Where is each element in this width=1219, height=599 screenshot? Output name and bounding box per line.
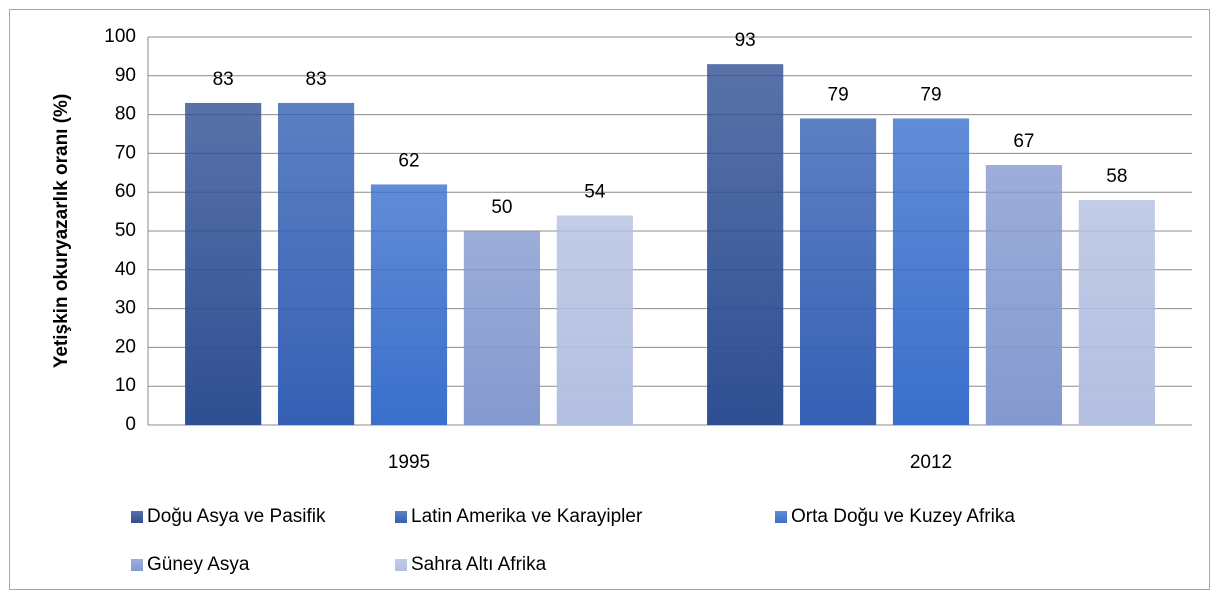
data-label: 83 — [306, 69, 327, 90]
y-tick-label: 70 — [115, 142, 136, 163]
data-label: 54 — [584, 181, 606, 202]
bar — [370, 184, 448, 425]
legend-label: Güney Asya — [147, 554, 250, 575]
legend-label: Doğu Asya ve Pasifik — [147, 506, 326, 527]
y-tick-label: 40 — [115, 259, 136, 280]
y-axis-label: Yetişkin okuryazarlık oranı (%) — [51, 94, 72, 369]
bar — [707, 64, 784, 425]
bar — [1078, 199, 1155, 425]
legend-marker — [395, 559, 407, 571]
data-label: 50 — [491, 197, 512, 218]
data-label: 62 — [398, 150, 419, 171]
y-tick-label: 30 — [115, 298, 136, 319]
x-tick-label: 2012 — [910, 452, 952, 473]
data-label: 79 — [920, 84, 941, 105]
y-tick-label: 90 — [115, 65, 136, 86]
data-label: 79 — [828, 84, 849, 105]
bar — [463, 231, 541, 425]
legend-marker — [775, 511, 787, 523]
legend-marker — [131, 511, 143, 523]
legend-label: Orta Doğu ve Kuzey Afrika — [791, 506, 1015, 527]
y-tick-label: 0 — [125, 414, 136, 435]
data-label: 93 — [735, 30, 756, 51]
data-label: 58 — [1106, 166, 1127, 187]
legend-label: Sahra Altı Afrika — [411, 554, 547, 575]
bar — [185, 102, 262, 426]
legend-marker — [131, 559, 143, 571]
bar — [277, 102, 355, 426]
y-tick-label: 80 — [115, 104, 136, 125]
bar — [556, 215, 633, 425]
bar — [892, 118, 970, 425]
bar — [799, 118, 877, 425]
y-tick-label: 100 — [104, 26, 136, 47]
data-label: 83 — [213, 69, 234, 90]
data-label: 67 — [1013, 131, 1034, 152]
legend-marker — [395, 511, 407, 523]
y-tick-label: 20 — [115, 336, 136, 357]
legend-label: Latin Amerika ve Karayipler — [411, 506, 643, 527]
x-tick-label: 1995 — [388, 452, 430, 473]
y-tick-label: 60 — [115, 181, 136, 202]
y-tick-label: 10 — [115, 375, 136, 396]
bar — [985, 165, 1063, 426]
y-tick-label: 50 — [115, 220, 136, 241]
